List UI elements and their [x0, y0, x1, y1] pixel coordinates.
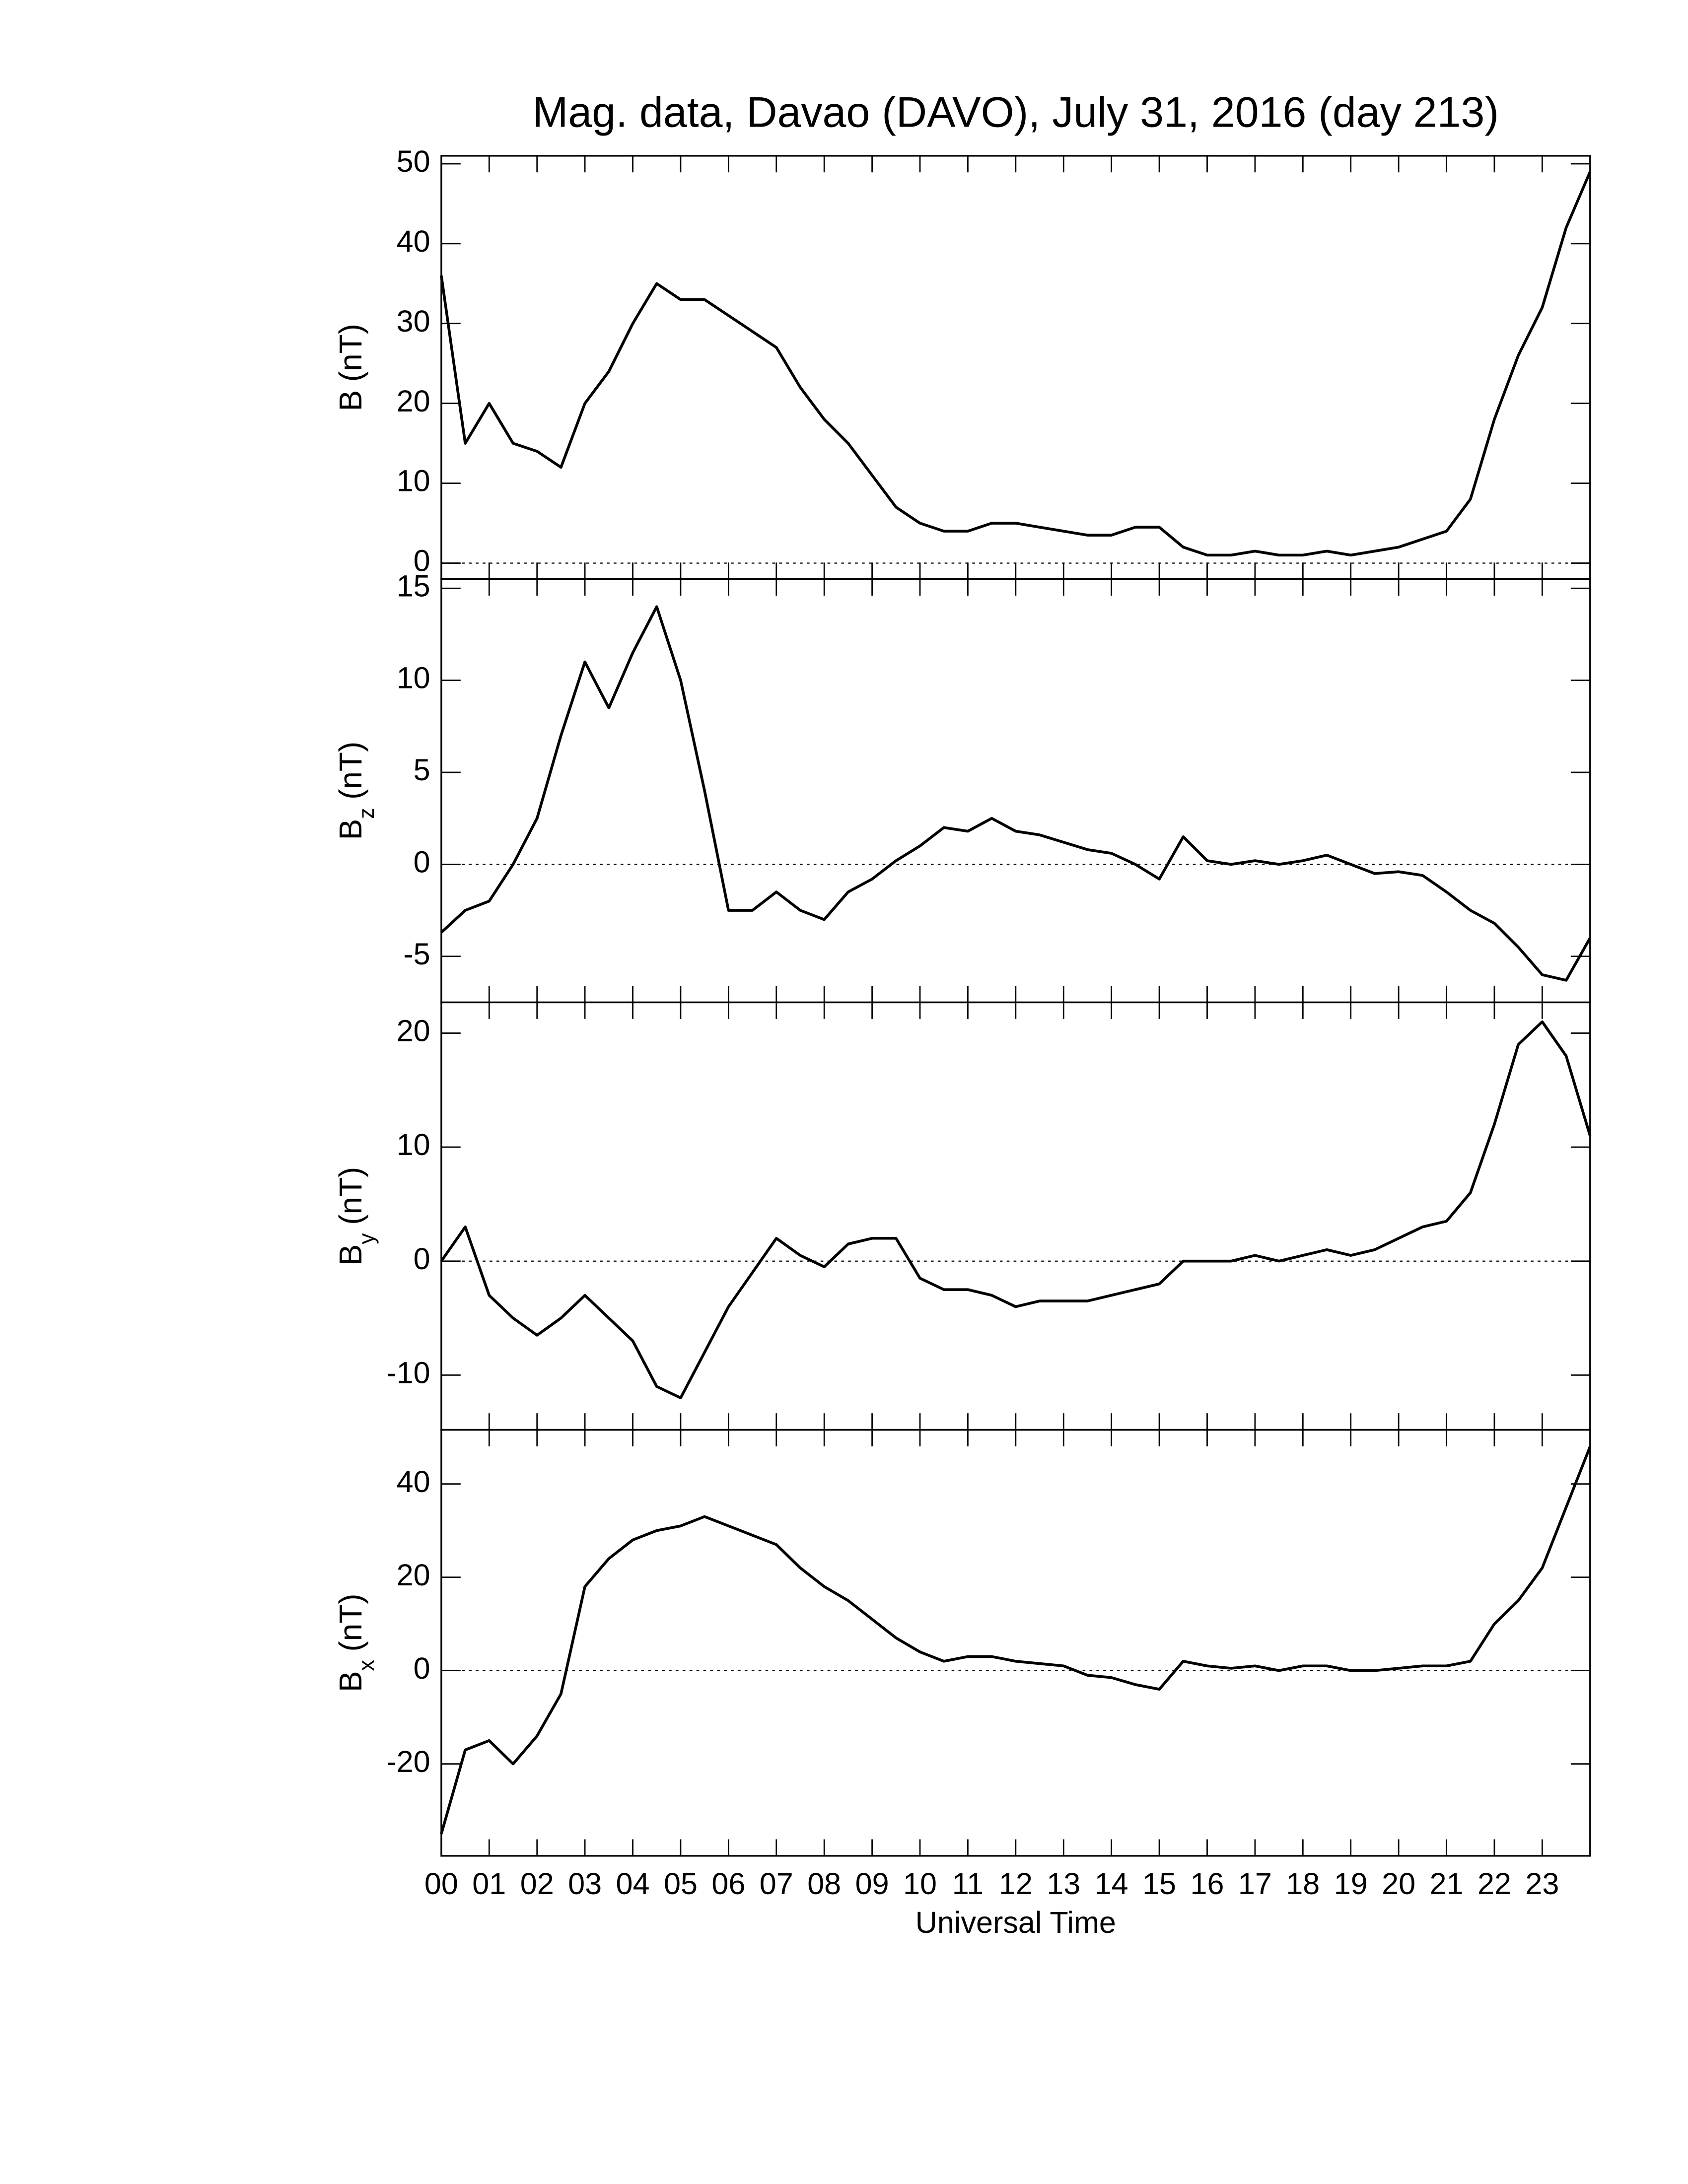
y-tick-label: 5 — [414, 753, 430, 787]
x-tick-label: 04 — [616, 1867, 650, 1901]
x-tick-label: 01 — [472, 1867, 506, 1901]
x-tick-label: 10 — [903, 1867, 937, 1901]
plot-frame — [440, 1429, 1591, 1857]
y-axis-label-unit: (nT) — [333, 742, 368, 800]
y-tick-label: 0 — [414, 1651, 430, 1685]
x-tick-label: 16 — [1190, 1867, 1224, 1901]
x-tick-label: 05 — [664, 1867, 698, 1901]
plot-frame — [440, 1001, 1591, 1431]
y-axis-label-base: B — [333, 1671, 368, 1692]
x-tick-label: 23 — [1525, 1867, 1559, 1901]
x-tick-label: 21 — [1430, 1867, 1464, 1901]
y-tick-label: 10 — [397, 1128, 430, 1161]
y-axis-label: By (nT) — [333, 1167, 379, 1266]
x-tick-label: 19 — [1334, 1867, 1368, 1901]
y-axis-label-sub: z — [354, 808, 379, 819]
x-tick-label: 02 — [520, 1867, 554, 1901]
series-line — [440, 1020, 1592, 1400]
y-axis-label-unit: (nT) — [333, 1167, 368, 1225]
y-tick-label: -5 — [403, 937, 430, 971]
y-axis-label: Bz (nT) — [333, 742, 379, 840]
x-tick-label: 14 — [1095, 1867, 1128, 1901]
x-tick-label: 18 — [1286, 1867, 1320, 1901]
y-axis-label-unit: (nT) — [333, 1593, 368, 1651]
y-tick-label: 40 — [397, 224, 430, 258]
x-tick-label: 11 — [952, 1867, 984, 1901]
x-tick-label: 08 — [807, 1867, 841, 1901]
y-tick-label: 50 — [397, 144, 430, 178]
x-tick-label: 06 — [711, 1867, 745, 1901]
y-axis-label-base: B — [333, 390, 368, 411]
y-tick-label: 30 — [397, 304, 430, 338]
y-tick-label: 0 — [414, 845, 430, 879]
series-line — [440, 171, 1592, 557]
x-tick-label: 17 — [1238, 1867, 1272, 1901]
y-tick-label: 20 — [397, 1014, 430, 1048]
x-tick-label: 15 — [1142, 1867, 1176, 1901]
y-tick-label: -20 — [386, 1745, 430, 1778]
plot-frame — [440, 155, 1591, 580]
x-tick-label: 03 — [568, 1867, 602, 1901]
y-axis-label: B (nT) — [333, 324, 368, 411]
x-tick-label: 00 — [424, 1867, 458, 1901]
x-tick-label: 22 — [1477, 1867, 1511, 1901]
y-axis-label-base: B — [333, 819, 368, 840]
y-tick-label: -10 — [386, 1356, 430, 1389]
y-axis-label: Bx (nT) — [333, 1593, 379, 1692]
series-line — [440, 605, 1592, 982]
y-tick-label: 20 — [397, 1558, 430, 1592]
x-tick-label: 07 — [760, 1867, 793, 1901]
y-axis-label-sub: x — [354, 1660, 379, 1671]
series-line — [440, 1446, 1592, 1835]
y-tick-label: 20 — [397, 384, 430, 418]
x-tick-label: 13 — [1047, 1867, 1080, 1901]
y-tick-label: 10 — [397, 661, 430, 695]
y-axis-label-base: B — [333, 1244, 368, 1266]
y-tick-label: 0 — [414, 544, 430, 578]
y-tick-label: 15 — [397, 569, 430, 603]
x-tick-label: 20 — [1382, 1867, 1415, 1901]
chart-title: Mag. data, Davao (DAVO), July 31, 2016 (… — [533, 89, 1499, 136]
x-axis-label: Universal Time — [915, 1906, 1116, 1939]
y-tick-label: 0 — [414, 1242, 430, 1276]
plot-frame — [440, 578, 1591, 1004]
y-axis-label-sub: y — [354, 1233, 379, 1244]
y-tick-label: 10 — [397, 464, 430, 498]
y-tick-label: 40 — [397, 1465, 430, 1499]
x-tick-label: 09 — [855, 1867, 889, 1901]
x-tick-label: 12 — [999, 1867, 1033, 1901]
y-axis-label-unit: (nT) — [333, 324, 368, 382]
